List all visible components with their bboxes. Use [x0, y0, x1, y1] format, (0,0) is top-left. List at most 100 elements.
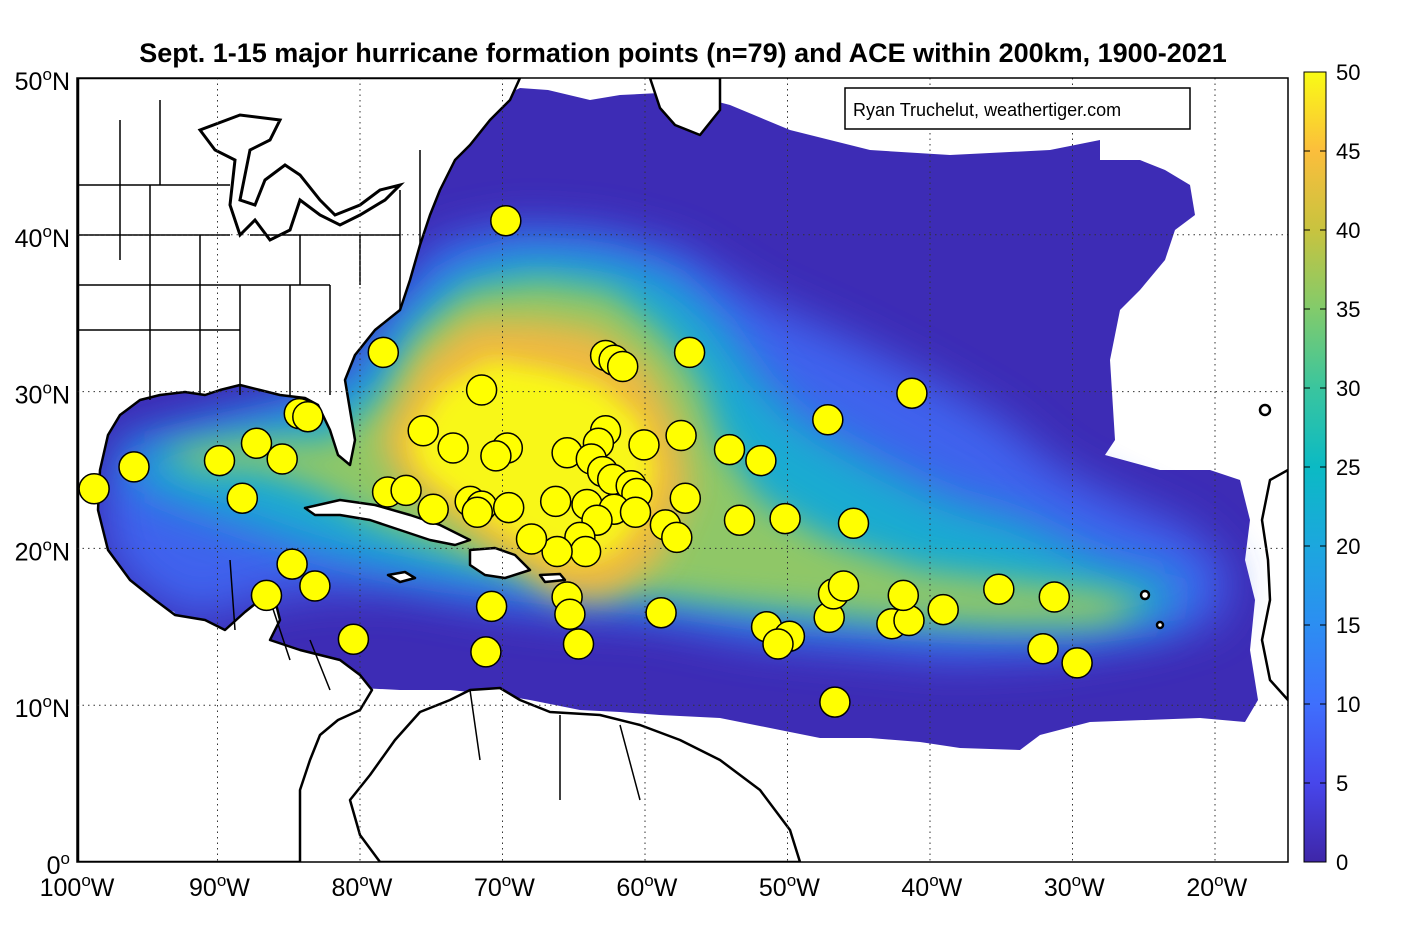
x-tick-label: 20oW [1186, 871, 1247, 902]
x-tick-label: 80oW [331, 871, 392, 902]
colorbar-tick-label: 15 [1336, 613, 1360, 638]
formation-point [745, 444, 777, 477]
formation-point [673, 336, 706, 369]
formation-point [661, 521, 693, 554]
formation-point [1038, 581, 1071, 613]
formation-points [78, 204, 1093, 718]
formation-point [628, 429, 660, 461]
formation-point [437, 432, 469, 464]
formation-point [407, 415, 439, 447]
formation-point [292, 400, 324, 433]
formation-point [250, 579, 283, 612]
colorbar-tick-label: 0 [1336, 850, 1348, 875]
formation-point [1027, 633, 1059, 665]
plot-frame [76, 77, 1289, 863]
formation-point [669, 482, 702, 514]
colorbar-tick-label: 40 [1336, 218, 1360, 243]
formation-point [470, 636, 502, 668]
formation-point [515, 523, 548, 555]
y-tick-label: 10oN [15, 692, 70, 723]
formation-point [887, 579, 920, 612]
formation-point [266, 443, 298, 475]
central-america-borders [229, 559, 641, 801]
formation-point [819, 686, 851, 718]
formation-point [78, 473, 110, 505]
x-tick-label: 100oW [40, 871, 115, 902]
formation-point [240, 427, 273, 460]
hispaniola-island [468, 546, 532, 580]
madeira-island [1155, 620, 1165, 630]
x-tick-label: 70oW [474, 871, 535, 902]
formation-point [606, 350, 639, 383]
formation-point [492, 491, 525, 524]
cuba-island [303, 498, 472, 547]
formation-point [203, 444, 236, 477]
colorbar-tick-label: 35 [1336, 297, 1360, 322]
formation-point [539, 485, 572, 518]
formation-point [896, 377, 928, 409]
puerto-rico-island [538, 572, 567, 584]
y-axis-ticks: 0o 10oN 20oN 30oN 40oN 50oN [15, 65, 70, 880]
colorbar-tick-label: 25 [1336, 455, 1360, 480]
formation-point [480, 440, 512, 472]
x-axis-ticks: 100oW 90oW 80oW 70oW 60oW 50oW 40oW 30oW 20oW [40, 871, 1248, 902]
formation-point [562, 628, 595, 660]
map-title: Sept. 1-15 major hurricane formation poi… [139, 38, 1227, 68]
y-tick-label: 40oN [15, 222, 70, 253]
azores-island [1258, 403, 1272, 417]
colorbar-tick-label: 50 [1336, 60, 1360, 85]
formation-point [226, 482, 259, 514]
formation-point [367, 336, 400, 369]
formation-point [475, 590, 508, 623]
colorbar-tick-label: 10 [1336, 692, 1360, 717]
formation-point [713, 433, 746, 466]
africa-land [1260, 468, 1288, 702]
formation-point [541, 535, 573, 568]
formation-point [554, 598, 586, 631]
formation-point [927, 593, 959, 626]
formation-point [827, 570, 860, 602]
formation-point [118, 451, 150, 483]
colorbar-tick-label: 20 [1336, 534, 1360, 559]
formation-point [769, 502, 801, 535]
y-tick-label: 30oN [15, 379, 70, 410]
y-tick-label: 20oN [15, 535, 70, 566]
y-tick-label: 50oN [15, 65, 70, 96]
y-tick-label: 0o [47, 849, 70, 880]
x-tick-label: 50oW [759, 871, 820, 902]
colorbar-ticks: 0 5 10 15 20 25 30 35 40 45 50 [1304, 60, 1360, 875]
x-tick-label: 40oW [901, 871, 962, 902]
formation-point [299, 570, 331, 602]
x-tick-label: 60oW [616, 871, 677, 902]
formation-point [490, 204, 522, 237]
formation-point [1061, 647, 1093, 679]
formation-point [465, 374, 498, 406]
great-lakes [197, 113, 405, 242]
formation-point [569, 535, 602, 568]
formation-point [723, 504, 756, 536]
formation-point [461, 496, 494, 529]
colorbar: 0 5 10 15 20 25 30 35 40 45 50 [1303, 60, 1360, 875]
colorbar-tick-label: 5 [1336, 771, 1348, 796]
formation-point [762, 628, 794, 660]
credit-text: Ryan Truchelut, weathertiger.com [853, 100, 1121, 120]
x-tick-label: 30oW [1044, 871, 1105, 902]
formation-point [417, 493, 449, 525]
colorbar-tick-label: 30 [1336, 376, 1360, 401]
formation-point [619, 496, 652, 529]
jamaica-island [386, 570, 417, 584]
formation-point [390, 474, 422, 507]
formation-point [645, 596, 677, 629]
formation-point [812, 404, 844, 436]
formation-point [983, 573, 1015, 605]
newfoundland-land [648, 78, 722, 137]
landmasses [77, 78, 1288, 862]
credit-box: Ryan Truchelut, weathertiger.com [844, 87, 1191, 130]
x-tick-label: 90oW [189, 871, 250, 902]
formation-point [837, 507, 870, 540]
colorbar-tick-label: 45 [1336, 139, 1360, 164]
formation-point [337, 623, 370, 656]
formation-point [276, 548, 308, 580]
canary-island [1139, 589, 1151, 601]
